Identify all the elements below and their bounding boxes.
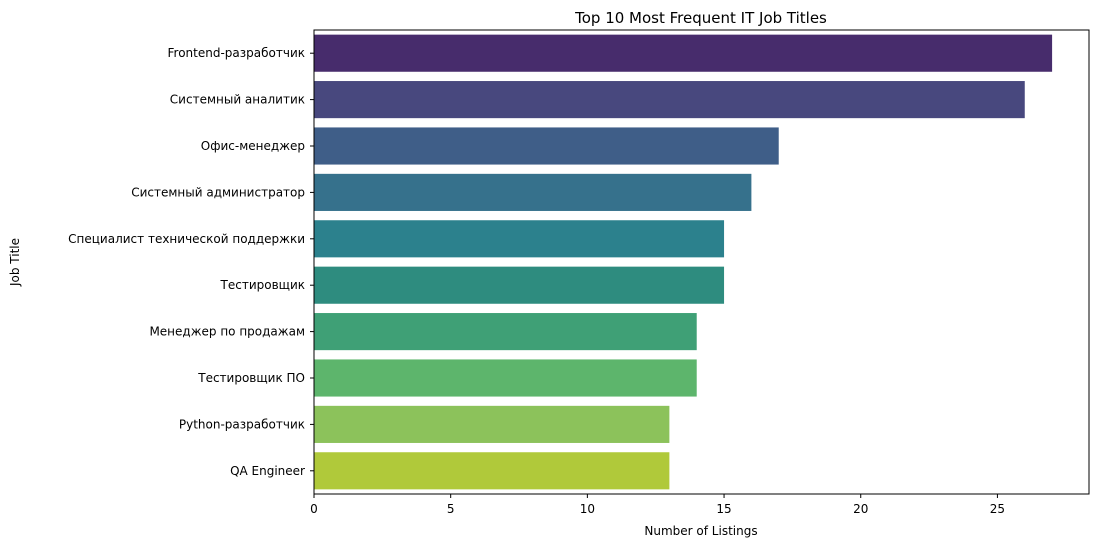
chart-title: Top 10 Most Frequent IT Job Titles (574, 9, 827, 27)
bar-8 (314, 405, 670, 443)
x-tick-label: 0 (310, 502, 318, 516)
y-tick-label: Тестировщик ПО (197, 371, 305, 385)
bar-0 (314, 34, 1053, 72)
x-tick-label: 25 (990, 502, 1005, 516)
x-axis-label: Number of Listings (644, 524, 757, 538)
y-tick-label: Специалист технической поддержки (68, 232, 305, 246)
y-tick-labels: Frontend-разработчик Системный аналитик Оф… (68, 46, 314, 478)
y-tick-label: Тестировщик (220, 278, 305, 292)
x-tick-labels: 0 5 10 15 20 25 (310, 494, 1005, 516)
y-tick-label: Системный аналитик (170, 93, 305, 107)
plot-frame (313, 29, 1090, 495)
bar-9 (314, 452, 670, 490)
bars-layer (314, 34, 1053, 490)
bar-7 (314, 359, 697, 397)
x-tick-label: 20 (853, 502, 868, 516)
y-axis-label: Job Title (8, 238, 22, 287)
bar-4 (314, 220, 725, 258)
bar-6 (314, 313, 697, 351)
x-tick-label: 10 (580, 502, 595, 516)
bar-2 (314, 127, 779, 165)
bar-5 (314, 266, 725, 304)
y-tick-label: Системный администратор (131, 185, 305, 199)
x-tick-label: 5 (447, 502, 455, 516)
y-tick-label: Python-разработчик (179, 417, 305, 431)
y-tick-label: Frontend-разработчик (168, 46, 305, 60)
y-tick-label: QA Engineer (230, 464, 305, 478)
bar-1 (314, 81, 1025, 119)
y-tick-label: Менеджер по продажам (149, 325, 305, 339)
bar-3 (314, 173, 752, 211)
y-tick-label: Офис-менеджер (201, 139, 305, 153)
x-tick-label: 15 (716, 502, 731, 516)
